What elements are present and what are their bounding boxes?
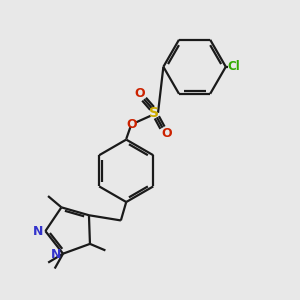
Text: O: O [161,127,172,140]
Text: O: O [126,118,137,130]
Text: S: S [149,106,160,120]
Text: N: N [33,225,43,238]
Text: N: N [51,248,61,261]
Text: Cl: Cl [228,60,241,73]
Text: O: O [134,87,145,100]
